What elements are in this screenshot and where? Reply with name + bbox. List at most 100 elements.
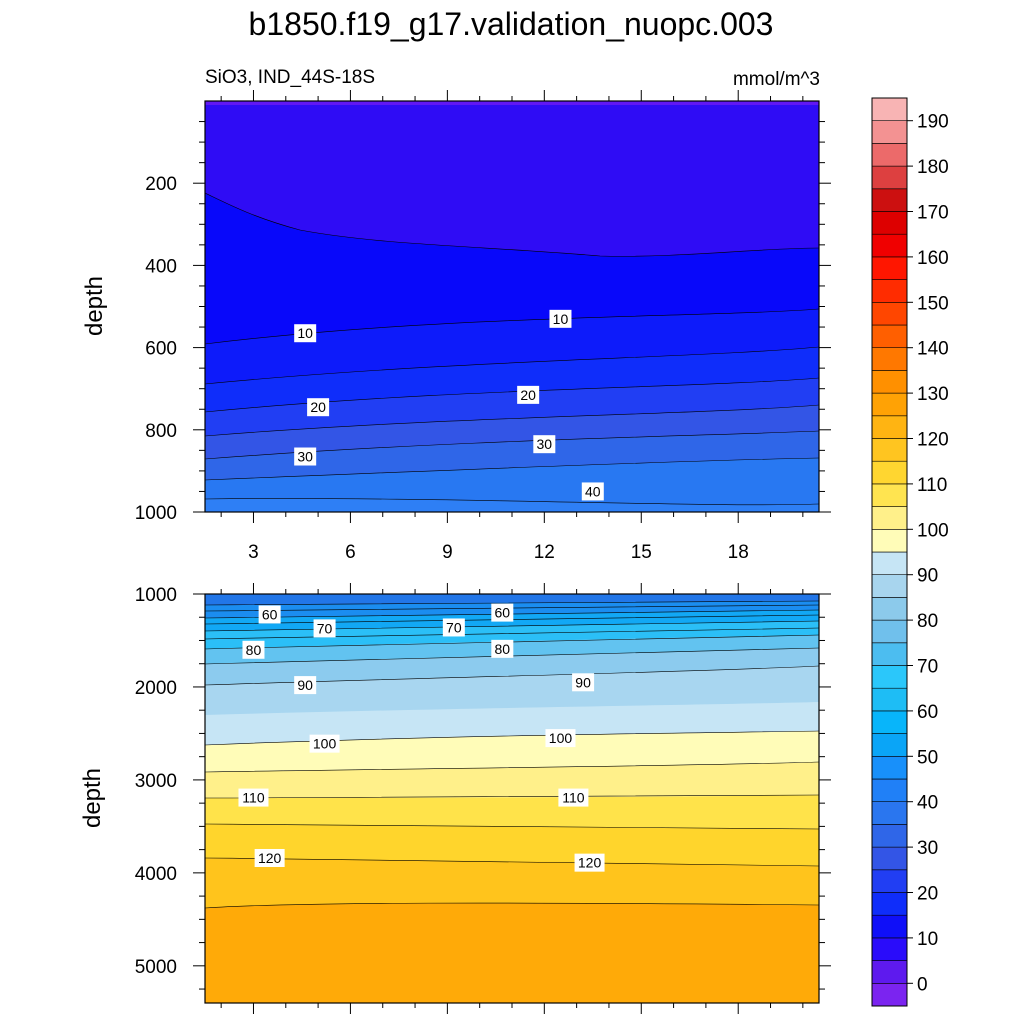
contour-label: 60: [258, 605, 281, 624]
contour-label-text: 20: [520, 387, 536, 403]
bottom-contour-2: [205, 609, 819, 619]
top-y-tick-label: 200: [145, 174, 177, 195]
colorbar-label: 80: [917, 611, 938, 632]
top-panel-fill: [205, 101, 819, 512]
contour-label: 80: [491, 639, 514, 658]
contour-label-text: 100: [549, 730, 573, 746]
contour-label-text: 70: [317, 620, 333, 636]
colorbar-label: 150: [917, 293, 949, 314]
colorbar-swatch: [871, 347, 908, 371]
top-contour-7: [205, 192, 819, 257]
bottom-contour-3: [205, 614, 819, 625]
colorbar-label: 160: [917, 248, 949, 269]
colorbar-swatch: [871, 892, 908, 916]
contour-label-text: 60: [262, 606, 278, 622]
top-band-8: [205, 101, 819, 257]
bottom-y-tick-label: 2000: [135, 678, 177, 699]
contour-label: 40: [581, 482, 604, 501]
contour-label: 30: [533, 435, 556, 454]
top-contour-labels: 10 10 20 20 30 30 40: [294, 309, 604, 501]
top-x-tick-label: 18: [728, 542, 749, 563]
bottom-axis-ticks: 1000 2000 3000 4000 5000: [135, 583, 831, 1014]
contour-label: 110: [238, 788, 269, 807]
contour-label-text: 90: [297, 677, 313, 693]
colorbar-swatch: [871, 846, 908, 871]
colorbar-swatch: [871, 438, 908, 462]
contour-label-box: [517, 385, 540, 404]
colorbar-label: 70: [917, 657, 938, 678]
top-x-tick-label: 12: [534, 542, 555, 563]
contour-label-box: [574, 853, 605, 872]
bottom-y-tick-label: 5000: [135, 957, 177, 978]
colorbar-swatch: [871, 528, 908, 553]
colorbar-swatch: [871, 824, 908, 848]
colorbar-swatch: [871, 597, 908, 621]
colorbar-swatch: [871, 483, 908, 507]
contour-label: 20: [307, 398, 330, 417]
colorbar-label: 170: [917, 203, 949, 224]
contour-label-text: 90: [575, 674, 591, 690]
colorbar-swatch: [871, 506, 908, 530]
colorbar-swatch: [871, 982, 908, 1007]
colorbar-label: 100: [917, 520, 949, 541]
contour-label-box: [442, 618, 465, 637]
bottom-y-tick-label: 1000: [135, 585, 177, 606]
contour-label-box: [309, 734, 340, 753]
contour-label-text: 10: [553, 311, 569, 327]
contour-label-text: 30: [297, 449, 313, 465]
contour-label-text: 80: [495, 641, 511, 657]
top-x-tick-label: 9: [442, 542, 453, 563]
contour-label: 100: [309, 734, 340, 753]
top-y-tick-label: 1000: [135, 503, 177, 524]
contour-label-box: [258, 605, 281, 624]
chart-title: b1850.f19_g17.validation_nuopc.003: [249, 6, 774, 42]
contour-label: 60: [491, 603, 514, 622]
contour-label-text: 110: [562, 790, 585, 806]
contour-label-box: [533, 435, 556, 454]
colorbar-swatch: [871, 120, 908, 144]
colorbar-swatch: [871, 642, 908, 666]
contour-label: 100: [545, 729, 576, 748]
contour-label-box: [254, 848, 285, 867]
top-axis-ticks: 3 6 9 12 15 18 200 400 600 800 1000: [135, 90, 831, 563]
units-label: mmol/m^3: [733, 69, 820, 90]
colorbar-label: 10: [917, 929, 938, 950]
top-contour-1: [205, 457, 819, 481]
top-x-tick-label: 15: [631, 542, 652, 563]
colorbar-label: 130: [917, 384, 949, 405]
contour-label-text: 110: [242, 790, 265, 806]
contour-label-box: [581, 482, 604, 501]
contour-label-text: 20: [310, 399, 326, 415]
colorbar-swatch: [871, 143, 908, 167]
colorbar-swatch: [871, 619, 908, 644]
top-contour-5: [205, 346, 819, 385]
contour-label: 10: [294, 324, 317, 343]
colorbar-label: 50: [917, 747, 938, 768]
contour-label-text: 10: [297, 325, 313, 341]
colorbar-swatch: [871, 324, 908, 349]
contour-label-box: [242, 640, 265, 659]
contour-label-box: [294, 676, 317, 695]
contour-label-box: [294, 447, 317, 466]
contour-label-box: [545, 729, 576, 748]
colorbar-swatch: [871, 551, 908, 576]
colorbar-swatch: [871, 279, 908, 303]
contour-label-box: [307, 398, 330, 417]
contour-label-text: 120: [578, 855, 602, 871]
colorbar-swatch: [871, 233, 908, 258]
colorbar-swatch: [871, 370, 908, 394]
colorbar-swatch: [871, 687, 908, 712]
left-subtitle: SiO3, IND_44S-18S: [205, 67, 375, 88]
contour-label-box: [491, 639, 514, 658]
contour-label-text: 70: [446, 619, 462, 635]
colorbar-frame: [871, 97, 908, 1007]
contour-label: 120: [254, 848, 285, 867]
bottom-contour-labels: 60 60 70 70 80 80 90 90 100 100 110 110 120 120: [238, 603, 605, 872]
colorbar-swatch: [871, 211, 908, 235]
top-x-tick-label: 3: [248, 542, 259, 563]
colorbar-label: 140: [917, 339, 949, 360]
top-y-tick-label: 400: [145, 256, 177, 277]
contour-label: 30: [294, 447, 317, 466]
colorbar-label: 60: [917, 702, 938, 723]
